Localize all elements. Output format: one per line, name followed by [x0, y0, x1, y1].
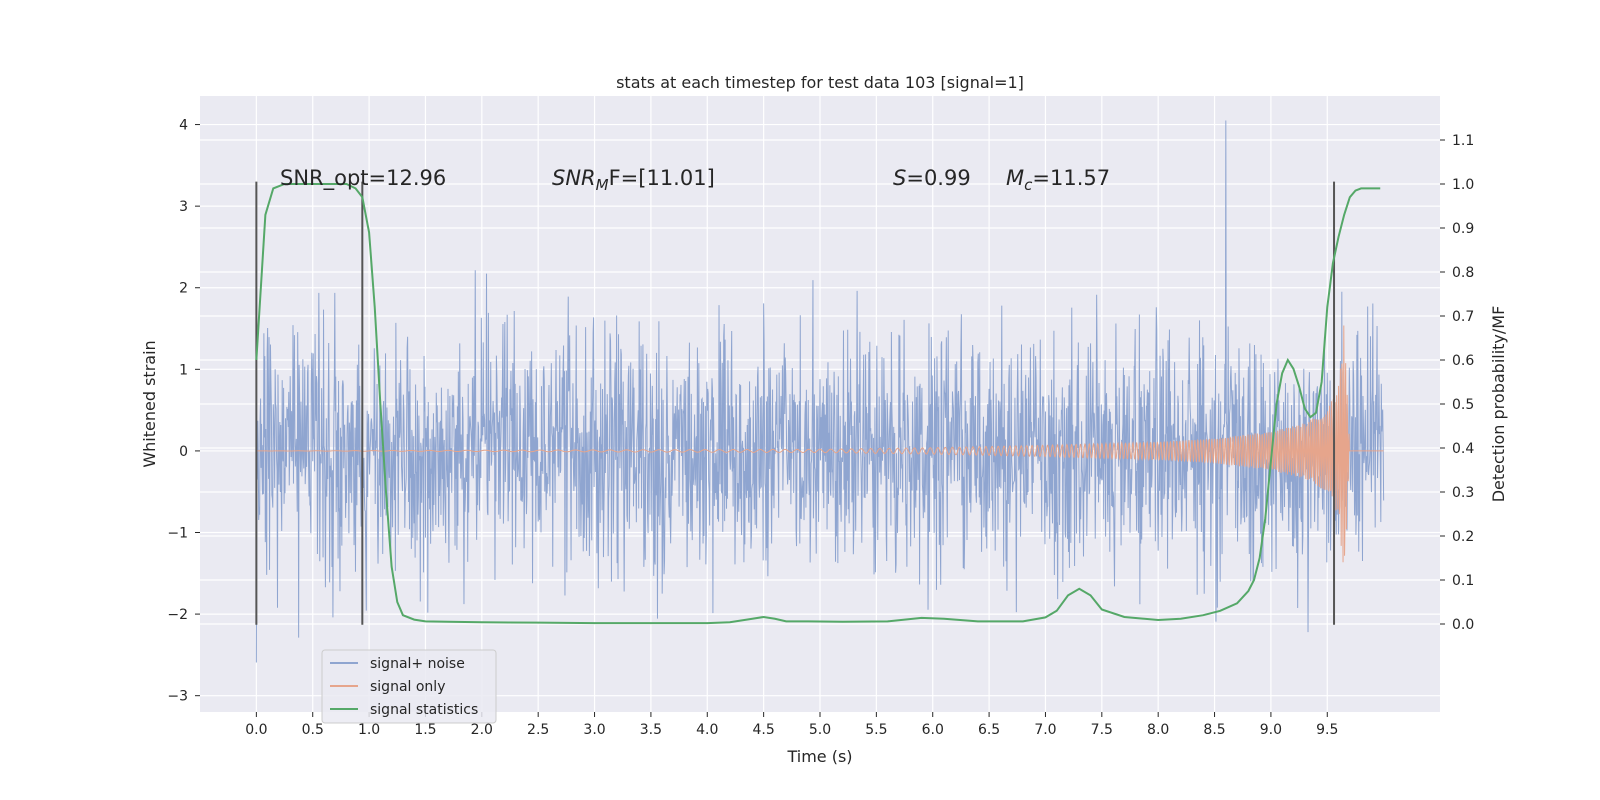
legend-entry-noise: signal+ noise [370, 656, 465, 672]
x-tick-label: 7.5 [1091, 722, 1113, 738]
legend-box [321, 649, 497, 724]
x-tick-label: 5.5 [865, 722, 887, 738]
x-tick-label: 3.5 [640, 722, 662, 738]
legend-entry-stats: signal statistics [370, 702, 478, 718]
y-ticks-left: −3 −2 −1 0 1 2 3 4 [167, 118, 200, 705]
y-tick-label-right: 0.2 [1452, 529, 1474, 545]
legend: signal+ noise signal only signal statist… [321, 649, 497, 724]
x-tick-label: 6.5 [978, 722, 1000, 738]
y-tick-label-right: 0.0 [1452, 617, 1474, 633]
y-tick-label: −3 [167, 689, 188, 705]
y-tick-label: 3 [179, 199, 188, 215]
legend-entry-signal: signal only [370, 679, 445, 695]
y-axis-label-right: Detection probability/MF [1489, 306, 1508, 503]
y-tick-label-right: 0.3 [1452, 485, 1474, 501]
y-tick-label: 1 [179, 362, 188, 378]
chart-title: stats at each timestep for test data 103… [616, 73, 1024, 92]
x-tick-label: 8.0 [1147, 722, 1169, 738]
x-tick-label: 4.5 [753, 722, 775, 738]
y-ticks-right: 0.0 0.1 0.2 0.3 0.4 0.5 0.6 0.7 0.8 0.9 1.0 1.1 [1440, 133, 1474, 633]
y-tick-label: 4 [179, 118, 188, 134]
y-tick-label: −1 [167, 526, 188, 542]
x-tick-label: 7.0 [1034, 722, 1056, 738]
plot-series-group [255, 120, 1385, 663]
x-tick-label: 0.0 [245, 722, 267, 738]
x-tick-label: 3.0 [583, 722, 605, 738]
annotation-s: S=0.99 [893, 166, 971, 190]
y-tick-label-right: 0.8 [1452, 265, 1474, 281]
x-tick-label: 5.0 [809, 722, 831, 738]
x-tick-label: 1.0 [358, 722, 380, 738]
y-tick-label-right: 0.9 [1452, 221, 1474, 237]
x-tick-label: 8.5 [1203, 722, 1225, 738]
x-tick-label: 2.0 [471, 722, 493, 738]
annotation-mc: Mc=11.57 [1006, 166, 1110, 194]
signal-only-series [256, 325, 1384, 563]
y-tick-label-right: 0.7 [1452, 309, 1474, 325]
x-ticks: 0.0 0.5 1.0 1.5 2.0 2.5 3.0 3.5 4.0 4.5 5.0 5.5 6.0 6… [245, 712, 1338, 738]
y-tick-label-right: 0.5 [1452, 397, 1474, 413]
y-axis-label: Whitened strain [140, 340, 159, 467]
signal-noise-series [255, 120, 1385, 663]
x-axis-label: Time (s) [786, 747, 852, 766]
x-tick-label: 0.5 [302, 722, 324, 738]
y-tick-label-right: 0.6 [1452, 353, 1474, 369]
x-tick-label: 9.0 [1260, 722, 1282, 738]
annotation-snr-mf: SNRMF=[11.01] [552, 166, 715, 194]
x-tick-label: 2.5 [527, 722, 549, 738]
y-tick-label: 0 [179, 444, 188, 460]
signal-statistics-series [255, 183, 1381, 625]
y-tick-label-right: 1.0 [1452, 177, 1474, 193]
x-tick-label: 1.5 [414, 722, 436, 738]
y-tick-label: −2 [167, 607, 188, 623]
annotation-snr-opt: SNR_opt=12.96 [280, 166, 446, 191]
y-tick-label-right: 0.4 [1452, 441, 1474, 457]
x-tick-label: 4.0 [696, 722, 718, 738]
x-tick-label: 9.5 [1316, 722, 1338, 738]
y-tick-label-right: 0.1 [1452, 573, 1474, 589]
y-tick-label-right: 1.1 [1452, 133, 1474, 149]
y-tick-label: 2 [179, 281, 188, 297]
x-tick-label: 6.0 [922, 722, 944, 738]
